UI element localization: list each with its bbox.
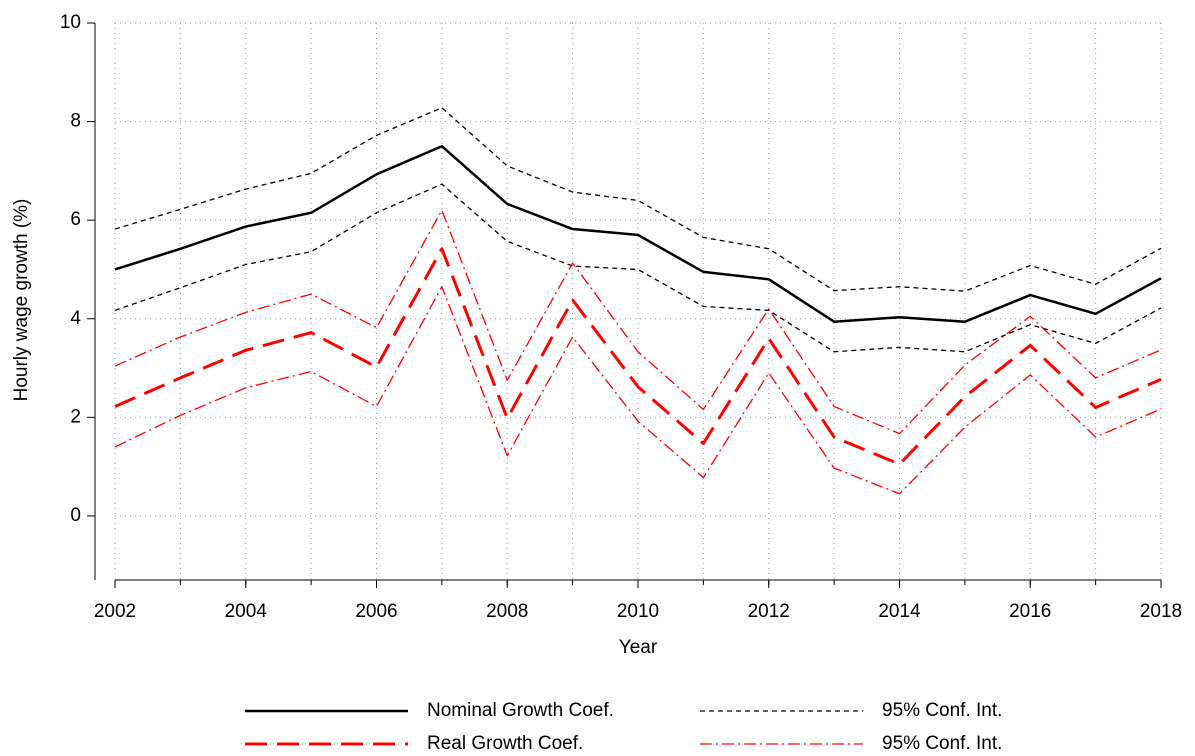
y-tick-label: 0 <box>70 505 81 526</box>
x-tick-label: 2002 <box>94 601 136 622</box>
line-lower <box>114 286 1162 495</box>
x-axis-label: Year <box>619 637 658 658</box>
x-tick-label: 2008 <box>486 601 528 622</box>
x-tick-label: 2004 <box>225 601 268 622</box>
y-tick-label: 4 <box>70 308 81 329</box>
x-tick-label: 2006 <box>355 601 397 622</box>
y-axis-label: Hourly wage growth (%) <box>11 199 32 402</box>
x-tick-label: 2016 <box>1009 601 1051 622</box>
x-tick-label: 2012 <box>748 601 790 622</box>
line-upper <box>114 209 1162 435</box>
legend-label: 95% Conf. Int. <box>882 733 1002 754</box>
x-tick-label: 2014 <box>878 601 921 622</box>
y-tick-label: 8 <box>70 111 81 132</box>
y-tick-label: 2 <box>70 406 81 427</box>
line-lower <box>114 183 1162 353</box>
y-tick-label: 6 <box>70 209 81 230</box>
line-values <box>114 144 1162 323</box>
x-tick-label: 2018 <box>1140 601 1182 622</box>
line-values <box>114 247 1162 466</box>
legend-label: Real Growth Coef. <box>427 733 583 754</box>
legend-label: Nominal Growth Coef. <box>427 700 614 721</box>
line-upper <box>114 107 1162 292</box>
y-tick-label: 10 <box>60 12 81 33</box>
x-tick-label: 2010 <box>617 601 659 622</box>
legend-label: 95% Conf. Int. <box>882 700 1002 721</box>
